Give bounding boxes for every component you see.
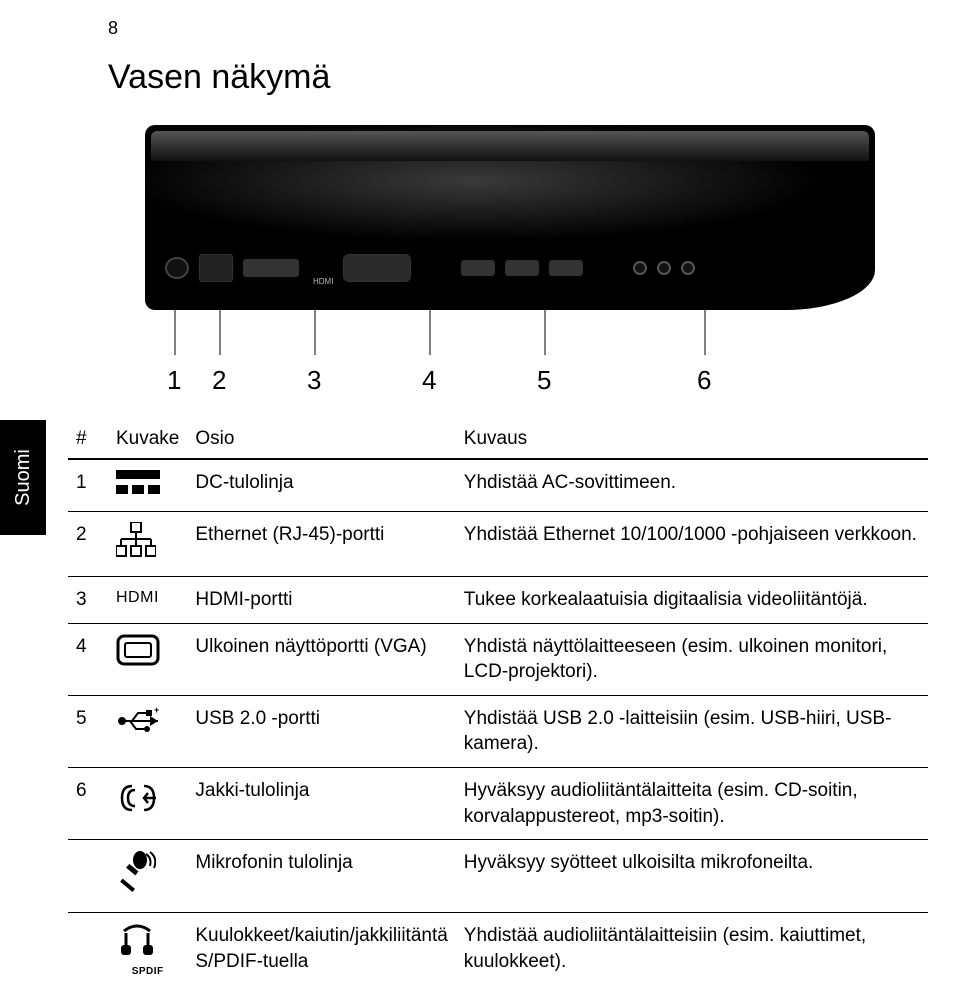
table-row: Mikrofonin tulolinja Hyväksyy syötteet u… [68, 840, 928, 913]
port-strip: HDMI [165, 248, 755, 288]
th-desc: Kuvaus [456, 420, 928, 459]
hdmi-label: HDMI [313, 277, 333, 286]
row-num: 3 [68, 576, 108, 623]
row-part: Jakki-tulolinja [187, 768, 455, 840]
line-in-icon [108, 768, 187, 840]
mic-icon [108, 840, 187, 913]
th-part: Osio [187, 420, 455, 459]
row-desc: Tukee korkealaatuisia digitaalisia video… [456, 576, 928, 623]
th-icon: Kuvake [108, 420, 187, 459]
row-desc: Yhdistää Ethernet 10/100/1000 -pohjaisee… [456, 512, 928, 577]
audio-jack [633, 261, 647, 275]
audio-jack [657, 261, 671, 275]
usb-port [505, 260, 539, 276]
row-desc: Hyväksyy syötteet ulkoisilta mikrofoneil… [456, 840, 928, 913]
row-desc: Hyväksyy audioliitäntälaitteita (esim. C… [456, 768, 928, 840]
row-desc: Yhdistää AC-sovittimeen. [456, 459, 928, 512]
table-row: 4 Ulkoinen näyttöportti (VGA) Yhdistä nä… [68, 623, 928, 695]
ethernet-port [199, 254, 233, 282]
table-row: 2 Ethernet (RJ-45)-portti Yhdistää Ether… [68, 512, 928, 577]
th-num: # [68, 420, 108, 459]
callout-num: 2 [212, 365, 226, 396]
callout-num: 5 [537, 365, 551, 396]
spec-table: # Kuvake Osio Kuvaus 1 DC-tulolinja Yhdi… [68, 420, 928, 988]
usb-port [549, 260, 583, 276]
row-num: 6 [68, 768, 108, 840]
hdmi-icon: HDMI [108, 576, 187, 623]
table-row: 5 + USB 2.0 -portti Yhdistää USB 2.0 -la… [68, 695, 928, 767]
row-desc: Yhdistää USB 2.0 -laitteisiin (esim. USB… [456, 695, 928, 767]
callout-num: 4 [422, 365, 436, 396]
row-desc: Yhdistää audioliitäntälaitteisiin (esim.… [456, 913, 928, 989]
dc-port [165, 257, 189, 279]
row-part: DC-tulolinja [187, 459, 455, 512]
callout-num: 6 [697, 365, 711, 396]
page-number: 8 [108, 18, 118, 39]
table-row: 6 Jakki-tulolinja Hyväksyy audioliitäntä… [68, 768, 928, 840]
row-desc: Yhdistä näyttölaitteeseen (esim. ulkoine… [456, 623, 928, 695]
row-part: Mikrofonin tulolinja [187, 840, 455, 913]
table-header-row: # Kuvake Osio Kuvaus [68, 420, 928, 459]
usb-icon: + [108, 695, 187, 767]
language-label: Suomi [12, 449, 35, 506]
table-row: SPDIF Kuulokkeet/kaiutin/jakkiliitäntä S… [68, 913, 928, 989]
table-row: 1 DC-tulolinja Yhdistää AC-sovittimeen. [68, 459, 928, 512]
row-num [68, 913, 108, 989]
callout-lines [145, 300, 875, 380]
row-num: 1 [68, 459, 108, 512]
row-part: Ulkoinen näyttöportti (VGA) [187, 623, 455, 695]
ethernet-icon [108, 512, 187, 577]
monitor-icon [108, 623, 187, 695]
row-num: 2 [68, 512, 108, 577]
spdif-label: SPDIF [116, 965, 179, 979]
row-part: USB 2.0 -portti [187, 695, 455, 767]
dc-in-icon [108, 459, 187, 512]
row-part: Ethernet (RJ-45)-portti [187, 512, 455, 577]
svg-text:+: + [154, 706, 159, 715]
audio-jack [681, 261, 695, 275]
row-num [68, 840, 108, 913]
row-part: Kuulokkeet/kaiutin/jakkiliitäntä S/PDIF-… [187, 913, 455, 989]
language-tab: Suomi [0, 420, 46, 535]
row-num: 4 [68, 623, 108, 695]
page-title: Vasen näkymä [108, 58, 330, 97]
callout-num: 3 [307, 365, 321, 396]
callout-num: 1 [167, 365, 181, 396]
table-row: 3 HDMI HDMI-portti Tukee korkealaatuisia… [68, 576, 928, 623]
spdif-icon: SPDIF [108, 913, 187, 989]
hdmi-port [243, 259, 299, 277]
vga-port [343, 254, 411, 282]
row-part: HDMI-portti [187, 576, 455, 623]
row-num: 5 [68, 695, 108, 767]
usb-port [461, 260, 495, 276]
laptop-side-photo: HDMI [145, 125, 875, 310]
